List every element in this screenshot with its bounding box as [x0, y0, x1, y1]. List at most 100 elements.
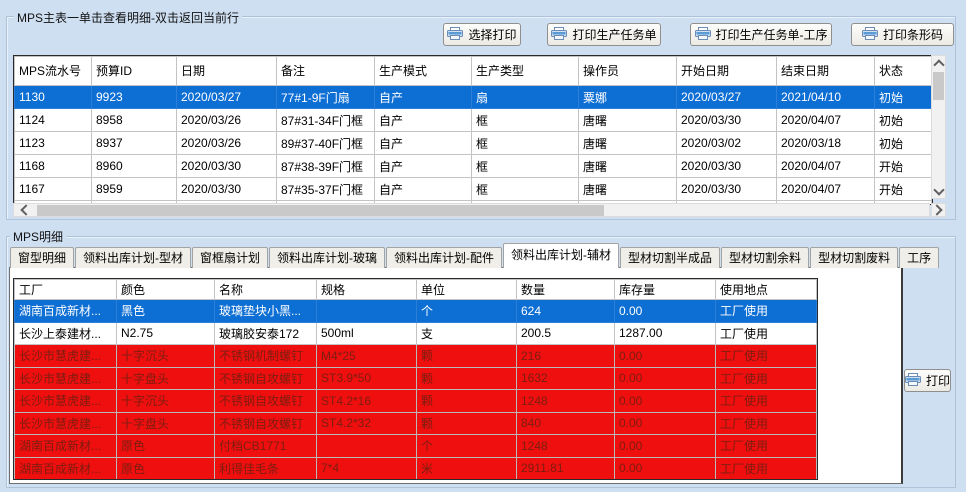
table-cell: 初始	[874, 108, 932, 132]
table-cell: 原色	[116, 456, 215, 479]
table-cell: 框	[471, 177, 579, 201]
column-header[interactable]: 工厂	[14, 279, 117, 300]
header-row: MPS流水号 预算ID 日期 备注 生产模式 生产类型 操作员 开始日期 结束日期 状态	[14, 56, 932, 86]
column-header[interactable]: 库存量	[614, 279, 716, 300]
table-row[interactable]: 长沙市慧虎建... 十字沉头 不锈钢机制螺钉 M4*25 颗 216 0.00 工厂使用	[14, 344, 817, 368]
column-header[interactable]: 规格	[316, 279, 417, 300]
table-cell: 1168	[14, 154, 92, 178]
table-row[interactable]: 湖南百成新材... 黑色 玻璃垫块小黑... 个 624 0.00 工厂使用	[14, 299, 817, 323]
tab-窗型明细[interactable]: 窗型明细	[10, 247, 75, 268]
table-row[interactable]: 长沙市慧虎建... 十字盘头 不锈钢自攻螺钉 ST3.9*50 颗 1632 0.00 工厂使…	[14, 366, 817, 390]
table-cell: 湖南百成新材...	[14, 299, 117, 323]
table-cell: 0.00	[614, 344, 716, 368]
column-header[interactable]: 生产模式	[374, 56, 472, 86]
table-row[interactable]: 1123 8937 2020/03/26 89#37-40F门框 自产框唐曙 2020/0…	[14, 131, 932, 155]
table-cell: 湖南百成新材...	[14, 434, 117, 458]
mps-detail-groupbox	[6, 236, 956, 488]
select-print-button[interactable]: 选择打印	[443, 23, 521, 46]
table-cell: 1632	[516, 366, 615, 390]
table-row[interactable]: 湖南百成新材... 原色 利得佳毛条 7*4 米 2911.81 0.00 工厂使用	[14, 456, 817, 479]
vscroll-thumb[interactable]	[933, 72, 944, 100]
table-cell: 500ml	[316, 321, 417, 345]
table-cell: 1248	[516, 434, 615, 458]
column-header[interactable]: 备注	[276, 56, 375, 86]
table-cell: 2020/03/26	[176, 108, 277, 132]
table-cell: 2020/03/30	[676, 177, 777, 201]
print-barcode-button[interactable]: 打印条形码	[851, 23, 954, 46]
hscroll-thumb[interactable]	[37, 205, 604, 216]
table-cell: 1248	[516, 389, 615, 413]
table-cell: 工厂使用	[715, 366, 817, 390]
tab-窗框扇计划[interactable]: 窗框扇计划	[192, 247, 269, 268]
column-header[interactable]: 操作员	[578, 56, 677, 86]
tab-领料出库计划-配件[interactable]: 领料出库计划-配件	[386, 247, 503, 268]
tab-型材切割废料[interactable]: 型材切割废料	[810, 247, 899, 268]
table-cell: 1123	[14, 131, 92, 155]
table-row[interactable]: 1168 8960 2020/03/30 87#38-39F门框 自产框唐曙 2020/0…	[14, 154, 932, 178]
table-cell: 个	[416, 299, 517, 323]
table-row[interactable]: 长沙市慧虎建... 十字沉头 不锈钢自攻螺钉 ST4.2*16 颗 1248 0.00 工厂使…	[14, 389, 817, 413]
table-row[interactable]: 长沙市慧虎建... 十字盘头 不锈钢自攻螺钉 ST4.2*32 颗 840 0.00 工厂使用	[14, 411, 817, 435]
table-row[interactable]: 1124 8958 2020/03/26 87#31-34F门框 自产框唐曙 2020/0…	[14, 108, 932, 132]
tab-领料出库计划-辅材[interactable]: 领料出库计划-辅材	[503, 243, 620, 268]
table-cell: 1130	[14, 85, 92, 109]
table-cell: ST4.2*32	[316, 411, 417, 435]
detail-print-button[interactable]: 打印	[904, 369, 951, 392]
table-cell: 开始	[874, 154, 932, 178]
column-header[interactable]: 预算ID	[91, 56, 177, 86]
column-header[interactable]: 名称	[214, 279, 317, 300]
table-cell: 颗	[416, 411, 517, 435]
scroll-right-button[interactable]	[931, 203, 946, 217]
column-header[interactable]: 开始日期	[676, 56, 777, 86]
column-header[interactable]: 数量	[516, 279, 615, 300]
table-cell: ST3.9*50	[316, 366, 417, 390]
tab-型材切割余料[interactable]: 型材切割余料	[721, 247, 810, 268]
table-cell: 2020/04/07	[776, 177, 875, 201]
column-header[interactable]: 状态	[874, 56, 932, 86]
table-cell: 不锈钢机制螺钉	[214, 344, 317, 368]
column-header[interactable]: MPS流水号	[14, 56, 92, 86]
table-cell: 0.00	[614, 411, 716, 435]
column-header[interactable]: 颜色	[116, 279, 215, 300]
print-task-order-process-button[interactable]: 打印生产任务单-工序	[690, 23, 832, 46]
tab-领料出库计划-玻璃[interactable]: 领料出库计划-玻璃	[269, 247, 386, 268]
column-header[interactable]: 日期	[176, 56, 277, 86]
table-row[interactable]: 长沙上泰建材... N2.75 玻璃胶安泰172 500ml 支 200.5 1287.00…	[14, 321, 817, 345]
column-header[interactable]: 结束日期	[776, 56, 875, 86]
table-cell: 自产	[374, 108, 472, 132]
table-cell: 8960	[91, 154, 177, 178]
printer-icon	[694, 26, 711, 43]
column-header[interactable]: 使用地点	[715, 279, 817, 300]
main-table-vscrollbar[interactable]	[931, 55, 946, 199]
table-cell: 9923	[91, 85, 177, 109]
scroll-left-button[interactable]	[14, 204, 34, 216]
tab-型材切割半成品[interactable]: 型材切割半成品	[620, 247, 721, 268]
table-cell: 624	[516, 299, 615, 323]
main-table-hscrollbar[interactable]	[13, 203, 930, 217]
column-header[interactable]: 单位	[416, 279, 517, 300]
print-task-order-button[interactable]: 打印生产任务单	[547, 23, 661, 46]
scroll-up-button[interactable]	[932, 56, 945, 71]
table-cell: 框	[471, 131, 579, 155]
scroll-down-button[interactable]	[932, 183, 945, 198]
table-cell: 87#31-34F门框	[276, 108, 375, 132]
table-cell: 工厂使用	[715, 344, 817, 368]
table-cell: 0.00	[614, 389, 716, 413]
table-row[interactable]: 1130 9923 2020/03/27 77#1-9F门扇 自产扇粟娜 2020/03/…	[14, 85, 932, 109]
tab-领料出库计划-型材[interactable]: 领料出库计划-型材	[75, 247, 192, 268]
table-cell: 87#38-39F门框	[276, 154, 375, 178]
print-barcode-label: 打印条形码	[882, 28, 943, 42]
table-cell: 个	[416, 434, 517, 458]
table-cell: 长沙市慧虎建...	[14, 344, 117, 368]
column-header[interactable]: 生产类型	[471, 56, 579, 86]
table-cell: 工厂使用	[715, 299, 817, 323]
table-cell: 2020/03/30	[176, 177, 277, 201]
tab-工序[interactable]: 工序	[899, 247, 940, 268]
table-cell: 利得佳毛条	[214, 456, 317, 479]
chevron-up-icon	[932, 58, 945, 71]
table-row[interactable]: 湖南百成新材... 原色 付档CB1771 个 1248 0.00 工厂使用	[14, 434, 817, 458]
table-cell: 自产	[374, 177, 472, 201]
table-cell: 工厂使用	[715, 434, 817, 458]
table-row[interactable]: 1167 8959 2020/03/30 87#35-37F门框 自产框唐曙 2020/0…	[14, 177, 932, 201]
